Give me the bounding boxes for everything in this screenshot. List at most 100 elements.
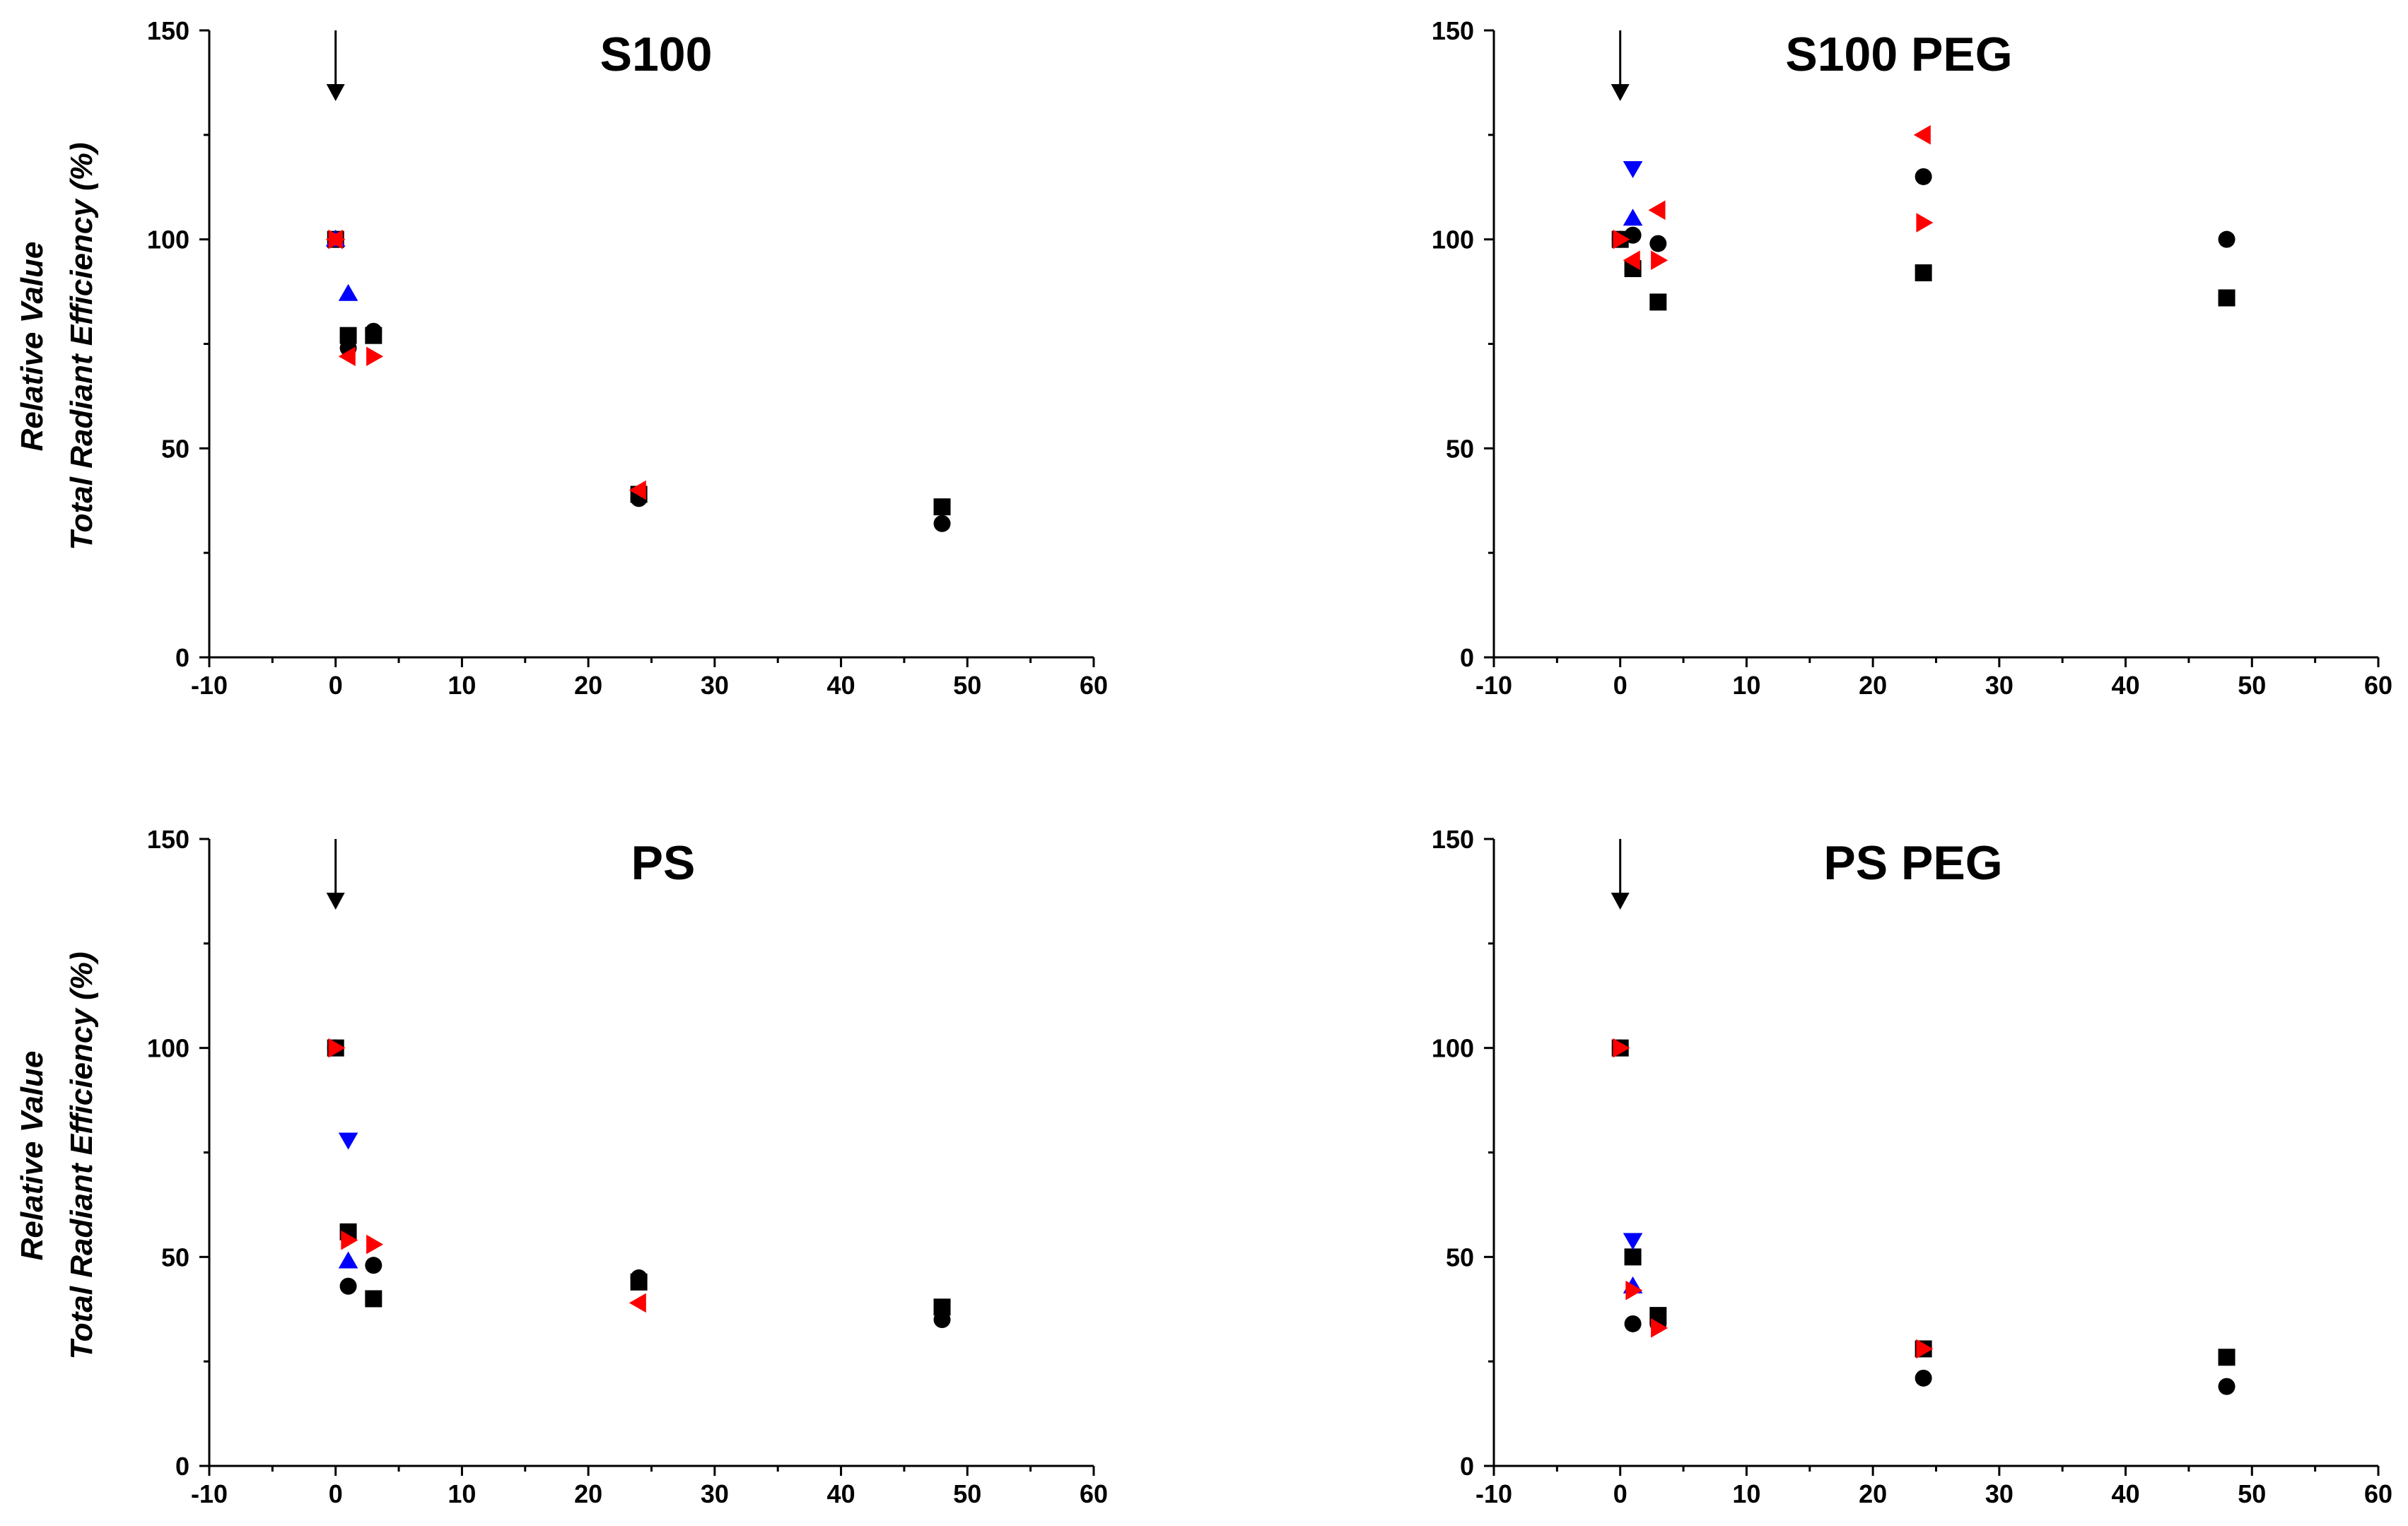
- x-tick-label: 30: [1985, 1479, 2014, 1508]
- data-point-circle: [2218, 1378, 2235, 1395]
- x-tick-label: 50: [953, 671, 981, 700]
- data-point-circle: [365, 1257, 382, 1274]
- arrow-head: [326, 893, 345, 910]
- chart-title: PS: [631, 836, 696, 890]
- y-tick-label: 50: [161, 1243, 189, 1272]
- data-point-square: [933, 498, 951, 516]
- data-point-triangle-up: [338, 1251, 358, 1269]
- data-point-triangle-right: [1613, 1038, 1630, 1058]
- y-tick-label: 0: [175, 1452, 189, 1481]
- y-tick-label: 150: [147, 825, 189, 854]
- y-tick-label: 0: [175, 643, 189, 672]
- x-tick-label: 30: [1985, 671, 2014, 700]
- data-point-triangle-right: [1613, 229, 1630, 250]
- y-tick-label: 150: [1432, 16, 1474, 45]
- x-tick-label: 40: [2112, 1479, 2140, 1508]
- ylabel-bottom: Relative Value Total Radiant Efficiency …: [15, 952, 99, 1360]
- x-tick-label: 10: [1732, 671, 1760, 700]
- chart-title: S100: [600, 28, 713, 81]
- x-tick-label: 30: [701, 671, 729, 700]
- ylabel-top-line2: Total Radiant Efficiency (%): [64, 143, 99, 551]
- data-point-triangle-right: [1916, 213, 1934, 233]
- x-tick-label: 10: [1732, 1479, 1760, 1508]
- y-tick-label: 100: [147, 1034, 189, 1063]
- y-tick-label: 50: [161, 434, 189, 463]
- data-point-triangle-right: [341, 1230, 358, 1250]
- x-tick-label: 0: [1613, 1479, 1627, 1508]
- x-tick-label: 0: [329, 1479, 343, 1508]
- y-tick-label: 0: [1460, 643, 1474, 672]
- y-tick-label: 50: [1446, 1243, 1474, 1272]
- x-tick-label: 40: [827, 1479, 855, 1508]
- data-point-triangle-left: [1648, 200, 1666, 221]
- x-tick-label: 0: [1613, 671, 1627, 700]
- data-point-circle: [933, 515, 951, 532]
- data-point-triangle-right: [1916, 1339, 1934, 1359]
- x-tick-label: 30: [701, 1479, 729, 1508]
- data-point-triangle-right: [366, 346, 384, 367]
- x-tick-label: -10: [1475, 1479, 1512, 1508]
- data-point-triangle-up: [338, 283, 358, 301]
- data-point-circle: [365, 322, 382, 340]
- x-tick-label: 10: [448, 671, 476, 700]
- x-tick-label: 60: [1080, 671, 1108, 700]
- data-point-circle: [1915, 168, 1932, 185]
- x-tick-label: 60: [2364, 1479, 2392, 1508]
- data-point-triangle-left: [338, 346, 356, 367]
- data-point-square: [1915, 264, 1932, 281]
- arrow-head: [1611, 893, 1630, 910]
- data-point-triangle-left: [1623, 250, 1640, 271]
- y-tick-label: 150: [147, 16, 189, 45]
- data-point-square: [2218, 289, 2235, 307]
- data-point-circle: [339, 1277, 357, 1295]
- data-point-circle: [2218, 230, 2235, 248]
- data-point-circle: [933, 1311, 951, 1329]
- x-tick-label: 50: [953, 1479, 981, 1508]
- data-point-triangle-left: [1913, 125, 1931, 145]
- x-tick-label: 20: [1859, 1479, 1887, 1508]
- x-tick-label: -10: [1475, 671, 1512, 700]
- data-point-triangle-down: [1623, 160, 1643, 178]
- x-tick-label: 50: [2238, 1479, 2266, 1508]
- data-point-square: [1649, 293, 1667, 311]
- x-tick-label: 60: [1080, 1479, 1108, 1508]
- x-tick-label: -10: [191, 1479, 228, 1508]
- data-point-triangle-down: [338, 1132, 358, 1150]
- data-point-triangle-right: [1651, 1318, 1668, 1338]
- data-point-square: [365, 1290, 382, 1308]
- y-tick-label: 100: [147, 225, 189, 254]
- y-tick-label: 100: [1432, 1034, 1474, 1063]
- data-point-square: [1624, 1248, 1642, 1266]
- ylabel-top: Relative Value Total Radiant Efficiency …: [15, 143, 99, 551]
- data-point-circle: [1649, 235, 1667, 252]
- data-point-triangle-right: [328, 229, 346, 250]
- data-point-circle: [630, 1269, 648, 1286]
- x-tick-label: 20: [1859, 671, 1887, 700]
- data-point-triangle-up: [1623, 209, 1643, 226]
- x-tick-label: 40: [827, 671, 855, 700]
- x-tick-label: 10: [448, 1479, 476, 1508]
- x-tick-label: 20: [574, 1479, 602, 1508]
- data-point-triangle-right: [1625, 1280, 1643, 1301]
- chart-title: PS PEG: [1823, 836, 2002, 890]
- x-tick-label: 0: [329, 671, 343, 700]
- y-tick-label: 50: [1446, 434, 1474, 463]
- data-point-circle: [1624, 1315, 1642, 1332]
- data-point-triangle-right: [328, 1038, 346, 1058]
- data-point-triangle-right: [1651, 250, 1668, 271]
- data-point-triangle-left: [629, 480, 646, 500]
- x-tick-label: -10: [191, 671, 228, 700]
- ylabel-bottom-line1: Relative Value: [15, 1051, 49, 1261]
- x-tick-label: 20: [574, 671, 602, 700]
- x-tick-label: 50: [2238, 671, 2266, 700]
- arrow-head: [1611, 84, 1630, 101]
- x-tick-label: 60: [2364, 671, 2392, 700]
- data-point-circle: [1915, 1369, 1932, 1387]
- data-point-triangle-left: [629, 1293, 646, 1313]
- ylabel-bottom-line2: Total Radiant Efficiency (%): [64, 952, 99, 1360]
